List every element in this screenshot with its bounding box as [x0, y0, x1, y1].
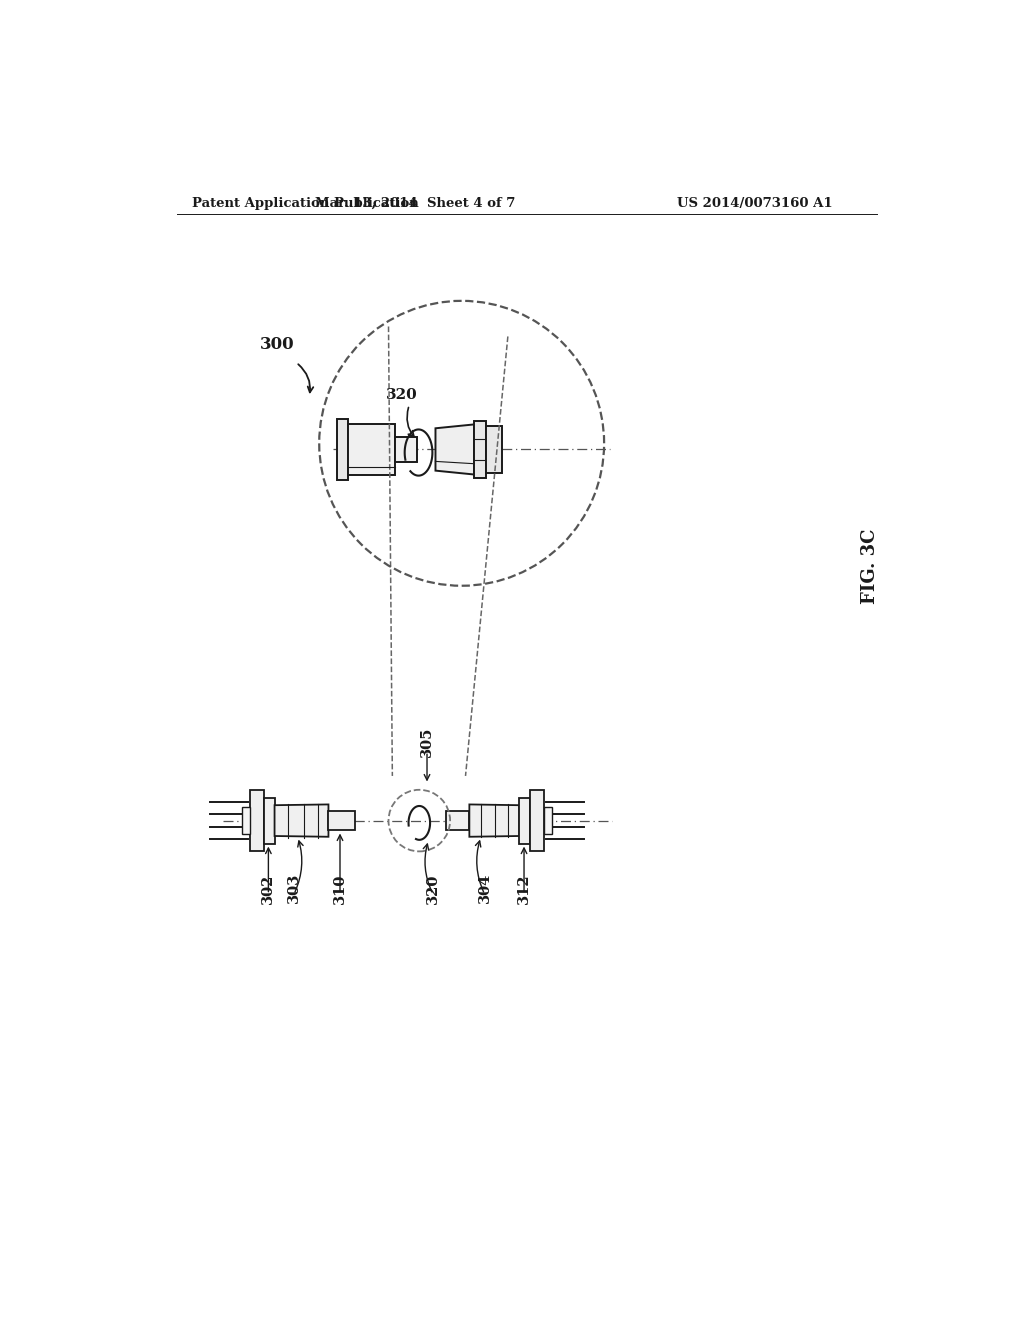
Text: 303: 303	[287, 874, 301, 903]
Bar	[243, 807, 250, 834]
Text: 302: 302	[261, 873, 275, 904]
Bar	[395, 437, 417, 462]
Text: US 2014/0073160 A1: US 2014/0073160 A1	[677, 197, 833, 210]
Bar	[348, 424, 395, 475]
Bar	[337, 418, 348, 480]
Bar	[544, 807, 552, 834]
Bar	[446, 812, 469, 830]
Bar	[250, 789, 264, 851]
Bar	[519, 797, 530, 843]
Text: 305: 305	[420, 727, 434, 758]
Text: 304: 304	[478, 874, 492, 903]
Polygon shape	[435, 425, 474, 474]
Polygon shape	[469, 804, 519, 837]
Bar	[264, 797, 274, 843]
Text: 320: 320	[386, 388, 418, 403]
Bar	[329, 812, 355, 830]
Text: Mar. 13, 2014  Sheet 4 of 7: Mar. 13, 2014 Sheet 4 of 7	[315, 197, 516, 210]
Text: FIG. 3C: FIG. 3C	[861, 529, 879, 605]
Text: 312: 312	[517, 873, 531, 904]
Text: 310: 310	[333, 873, 347, 904]
Bar	[530, 789, 544, 851]
Text: 300: 300	[260, 337, 295, 354]
Text: 320: 320	[426, 873, 440, 904]
Polygon shape	[274, 804, 329, 837]
Bar	[486, 426, 502, 473]
Text: Patent Application Publication: Patent Application Publication	[193, 197, 419, 210]
Bar	[474, 421, 486, 478]
